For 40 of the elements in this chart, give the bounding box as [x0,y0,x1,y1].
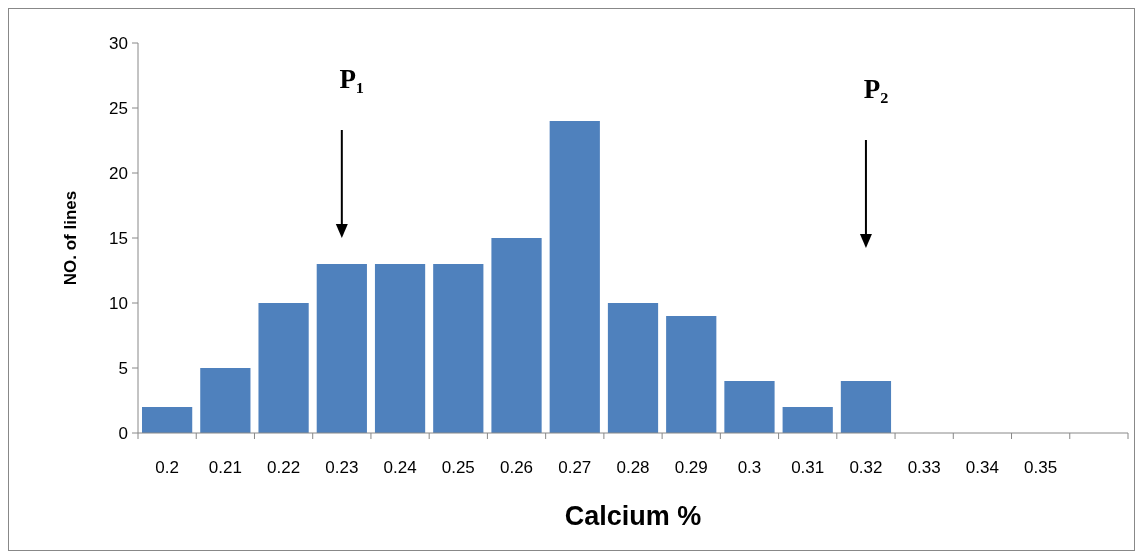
bar [433,264,484,433]
x-tick-label: 0.29 [674,458,708,477]
y-tick-label: 25 [109,98,128,118]
y-tick-label: 10 [109,293,128,313]
bar [724,381,775,433]
x-tick-label: 0.27 [558,458,592,477]
x-tick-label: 0.2 [155,458,179,477]
x-tick-label: 0.25 [441,458,475,477]
x-tick-label: 0.22 [267,458,301,477]
x-tick-label: 0.34 [965,458,999,477]
x-axis-title: Calcium % [564,501,702,531]
bar [258,303,309,433]
x-tick-label: 0.21 [208,458,242,477]
y-tick-label: 5 [118,358,128,378]
bar [491,238,542,433]
y-tick-label: 0 [118,423,128,443]
x-tick-label: 0.23 [325,458,359,477]
annotation: P₂ [863,74,889,104]
bar [374,264,426,433]
y-axis-title: NO. of lines [61,190,80,286]
bar [840,381,892,433]
bar [142,407,193,433]
y-tick-label: 30 [109,33,128,53]
x-tick-label: 0.28 [616,458,650,477]
x-tick-label: 0.31 [791,458,825,477]
x-tick-label: 0.32 [849,458,883,477]
bar [316,264,367,433]
y-tick-label: 15 [109,228,128,248]
x-tick-label: 0.24 [383,458,417,477]
annotation: P₁ [339,64,365,94]
bar [549,121,600,433]
y-tick-label: 20 [109,163,128,183]
x-tick-label: 0.35 [1024,458,1058,477]
bar [782,407,833,433]
x-tick-label: 0.26 [499,458,534,477]
x-tick-label: 0.33 [907,458,941,477]
x-tick-label: 0.3 [737,458,762,477]
bar [666,316,717,433]
bar [607,303,659,433]
bar [200,368,251,433]
